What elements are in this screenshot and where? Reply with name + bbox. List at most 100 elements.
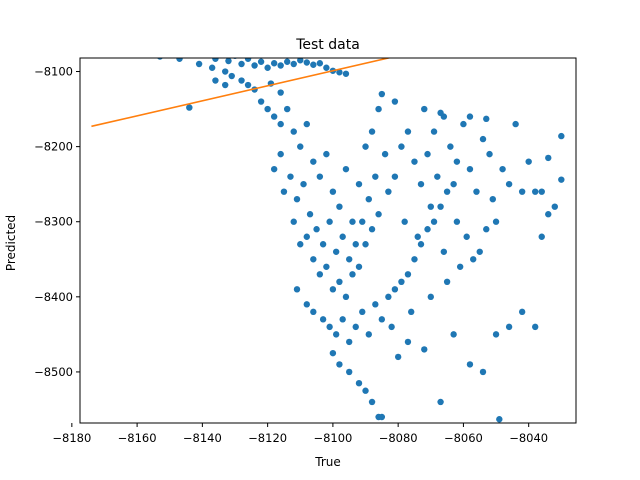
- scatter-point: [372, 173, 379, 180]
- scatter-point: [349, 271, 356, 278]
- scatter-point: [329, 188, 337, 195]
- scatter-point: [440, 248, 448, 255]
- scatter-point: [238, 60, 245, 68]
- scatter-point: [479, 368, 487, 376]
- scatter-point: [437, 203, 444, 210]
- x-tick-label: −8040: [509, 431, 548, 445]
- scatter-point: [368, 128, 376, 135]
- scatter-point: [365, 331, 372, 338]
- y-tick-label: −8500: [34, 365, 73, 379]
- scatter-point: [538, 188, 545, 195]
- scatter-point: [450, 331, 457, 338]
- scatter-point: [297, 58, 304, 64]
- x-axis-label: True: [314, 455, 341, 469]
- scatter-point: [398, 278, 405, 286]
- scatter-point: [270, 113, 278, 120]
- scatter-point: [372, 301, 379, 308]
- scatter-point: [290, 60, 297, 68]
- scatter-point: [316, 60, 324, 67]
- scatter-point: [300, 180, 307, 188]
- scatter-point: [339, 233, 346, 240]
- scatter-point: [352, 241, 359, 248]
- scatter-point: [365, 195, 372, 203]
- scatter-point: [244, 58, 252, 62]
- scatter-point: [470, 256, 477, 263]
- scatter-point: [349, 218, 356, 225]
- scatter-point: [284, 58, 291, 65]
- scatter-point: [424, 150, 431, 158]
- scatter-point: [277, 89, 284, 96]
- scatter-point: [505, 180, 513, 188]
- scatter-point: [277, 62, 284, 69]
- scatter-point: [277, 150, 284, 158]
- scatter-point: [378, 90, 386, 98]
- scatter-point: [532, 323, 539, 331]
- scatter-point: [375, 105, 382, 113]
- scatter-point: [388, 323, 395, 331]
- scatter-point: [303, 301, 310, 308]
- scatter-point: [492, 331, 500, 338]
- x-axis-ticks: −8180 −8160 −8140 −8120 −8100 −8080 −8060 −8040: [52, 423, 548, 445]
- series-line: [91, 58, 392, 128]
- scatter-point: [434, 173, 441, 180]
- scatter-point: [290, 128, 297, 135]
- scatter-point: [342, 293, 350, 301]
- scatter-point: [404, 128, 412, 135]
- scatter-point: [323, 263, 330, 270]
- scatter-point: [355, 380, 363, 387]
- scatter-point: [264, 64, 271, 71]
- x-tick-label: −8100: [313, 431, 352, 445]
- scatter-point: [316, 271, 324, 278]
- x-tick-label: −8140: [183, 431, 222, 445]
- scatter-point: [319, 316, 327, 323]
- scatter-point: [391, 286, 399, 293]
- scatter-point: [310, 308, 317, 316]
- scatter-point: [408, 308, 415, 316]
- scatter-point: [359, 218, 366, 225]
- scatter-point: [532, 188, 539, 195]
- scatter-point: [391, 173, 399, 180]
- scatter-point: [362, 387, 369, 394]
- scatter-point: [378, 413, 386, 421]
- scatter-point: [518, 308, 526, 316]
- scatter-point: [326, 323, 333, 331]
- scatter-point: [316, 173, 324, 180]
- scatter-point: [293, 286, 301, 293]
- scatter-point: [424, 226, 431, 233]
- scatter-point: [417, 180, 425, 188]
- scatter-point: [492, 218, 500, 225]
- scatter-point: [270, 165, 278, 173]
- scatter-point: [346, 256, 353, 263]
- scatter-point: [385, 188, 392, 195]
- scatter-point: [319, 241, 327, 248]
- scatter-point: [310, 158, 317, 165]
- data-marks: [91, 58, 565, 423]
- scatter-point: [323, 64, 330, 71]
- scatter-point: [303, 120, 310, 128]
- scatter-point: [450, 180, 457, 188]
- scatter-point: [375, 211, 382, 218]
- x-tick-label: −8060: [444, 431, 483, 445]
- scatter-point: [290, 218, 297, 225]
- scatter-point: [303, 59, 310, 66]
- scatter-point: [496, 416, 503, 423]
- scatter-point: [525, 158, 532, 165]
- scatter-point: [499, 165, 506, 173]
- scatter-point: [277, 120, 284, 128]
- scatter-point: [336, 69, 343, 76]
- scatter-point: [346, 368, 353, 376]
- scatter-point: [329, 286, 337, 293]
- scatter-point: [505, 323, 513, 331]
- scatter-point: [398, 143, 405, 150]
- scatter-point: [518, 188, 526, 195]
- scatter-point: [401, 218, 408, 225]
- scatter-point: [545, 211, 552, 218]
- scatter-point: [483, 115, 490, 123]
- scatter-point: [212, 77, 219, 84]
- y-tick-label: −8100: [34, 65, 73, 79]
- scatter-point: [332, 248, 340, 255]
- scatter-point: [186, 104, 193, 111]
- scatter-point: [486, 150, 493, 158]
